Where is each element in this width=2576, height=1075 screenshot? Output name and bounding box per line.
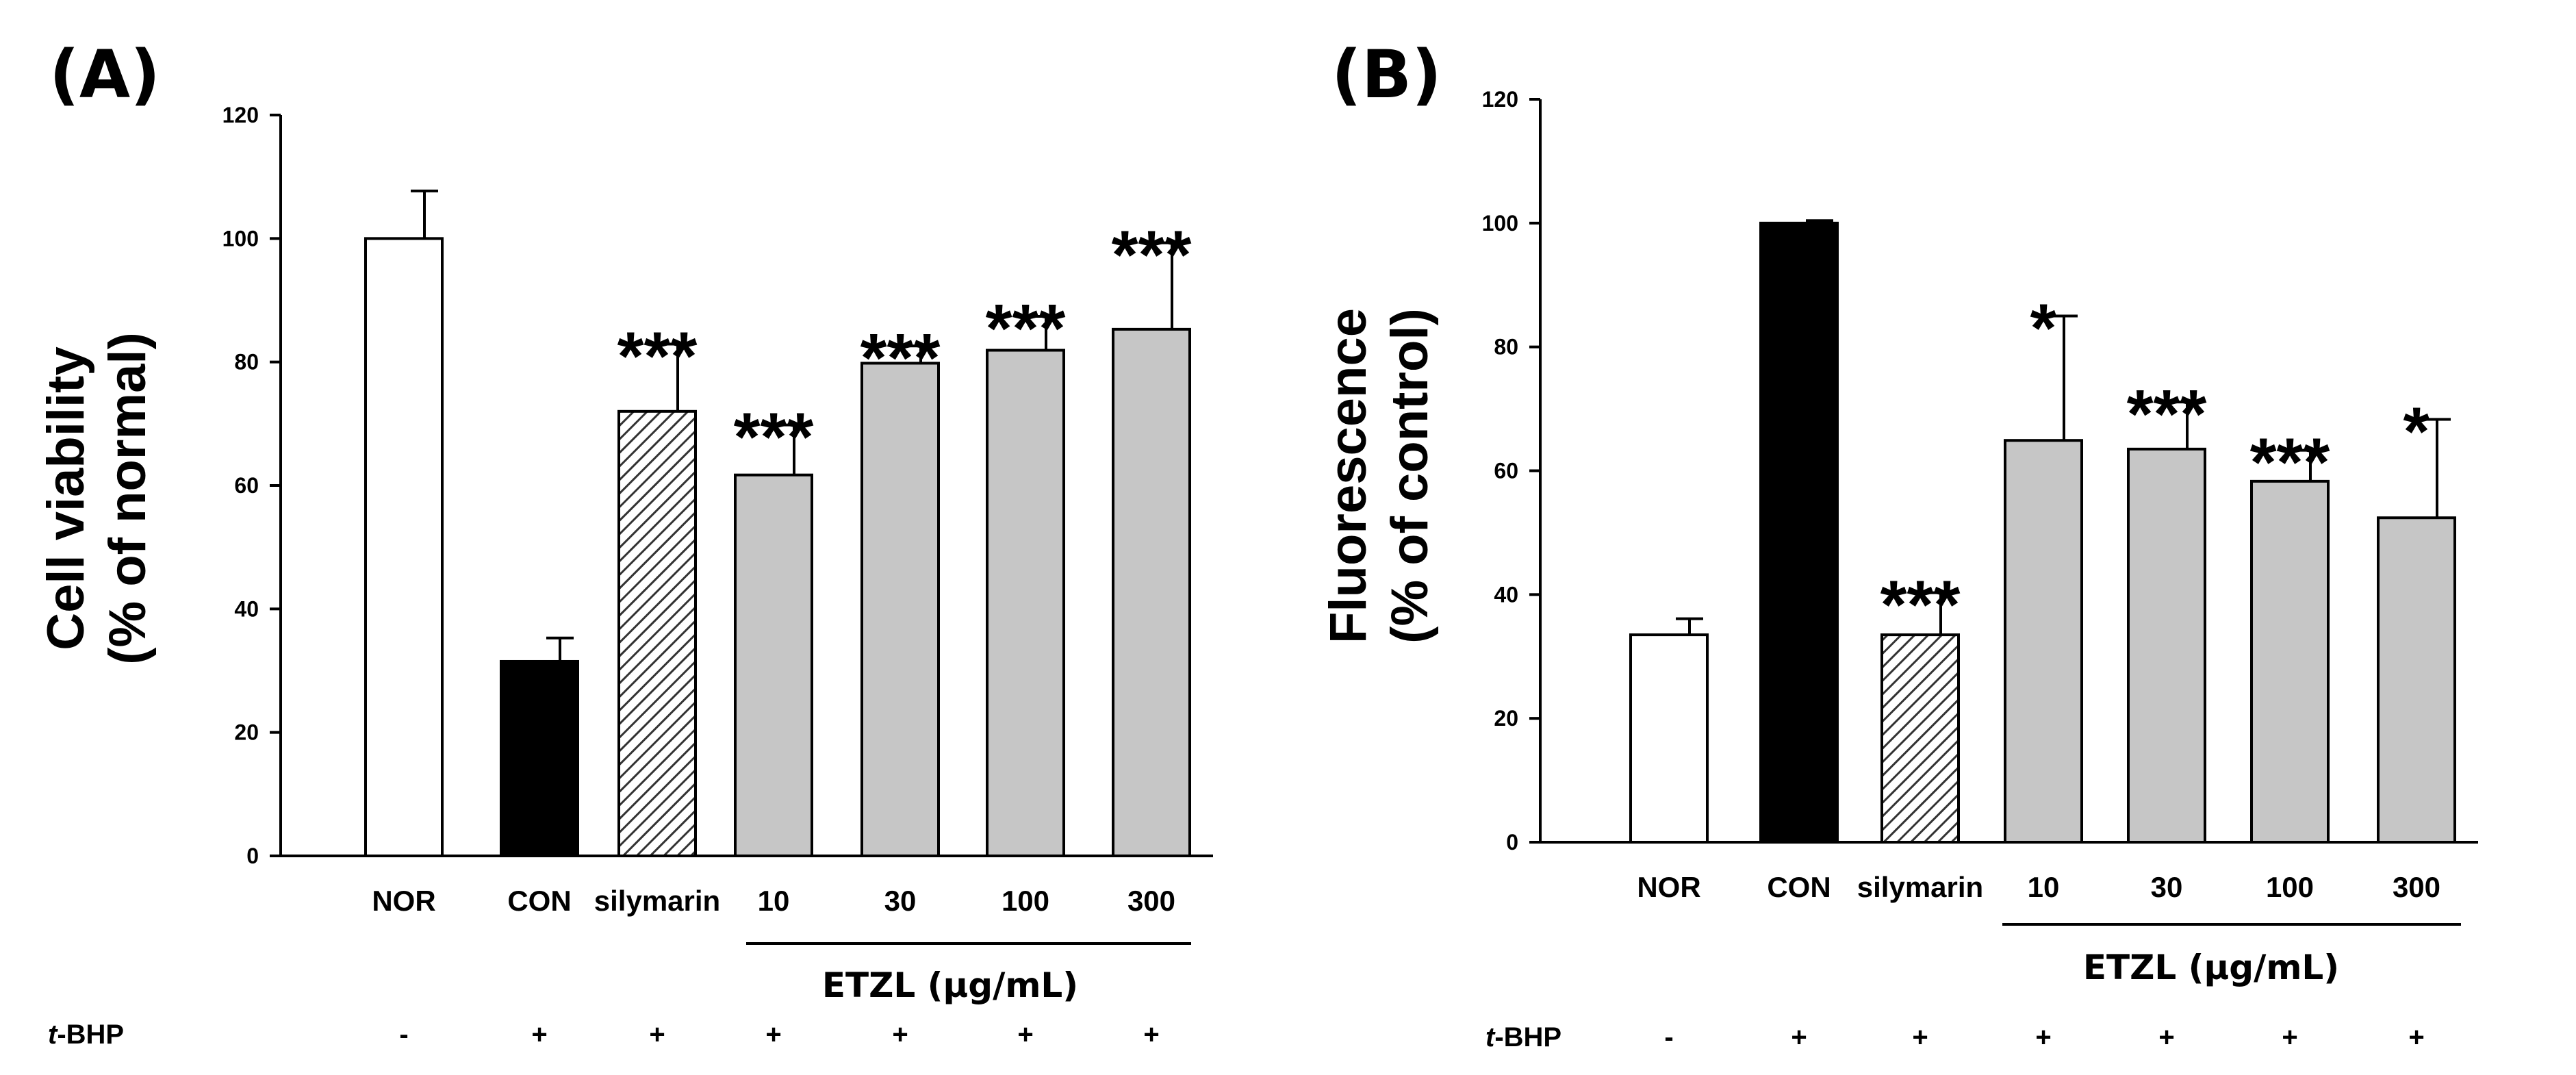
panel-b-category-label: 30 [2151,871,2183,903]
panel-a-significance: *** [860,320,941,396]
panel-a-group-label: ETZL (μg/mL) [822,965,1078,1005]
panel-b-label: (B) [1331,36,1442,113]
panel-b-ytick-label: 60 [1494,459,1518,483]
panel-b-ylabel-line1: Fluorescence [1319,308,1377,644]
panel-b-significance: * [2403,393,2430,470]
panel-a-significance: *** [734,399,814,476]
panel-b-significance: *** [2127,376,2207,453]
panel-a-treatments: - + + + + + + [399,1020,1159,1050]
panel-a-treatment-value: - [399,1020,408,1050]
panel-b-category-label: CON [1767,871,1831,903]
panel-b-treatment-value: - [1664,1022,1673,1052]
panel-a-ytick-label: 100 [222,226,259,251]
panel-b-category-label: 10 [2028,871,2060,903]
panel-a-bar-300 [1112,327,1191,857]
panel-b-category-label: silymarin [1857,871,1983,903]
panel-b-bars: ********** * [1629,219,2456,844]
panel-b-ytick-label: 40 [1494,582,1518,607]
panel-b-treatments: - + + + + + + [1664,1022,2424,1052]
panel-b-significance: * [2030,290,2057,366]
panel-b-category-label: NOR [1637,871,1700,903]
panel-b-significance: *** [1880,567,1961,644]
panel-a-ylabel-line2: (% of normal) [99,332,157,665]
panel-a-treatment-value: + [1143,1020,1159,1050]
panel-a-treatment-label: t-BHP [48,1020,124,1050]
panel-a-ytick-label: 20 [234,720,259,745]
panel-a-category-label: CON [507,885,571,917]
panel-b-treatment-value: + [2408,1022,2424,1052]
panel-a-bar-10 [734,473,813,857]
panel-b-ytick-label: 120 [1482,87,1518,112]
panel-a-ytick-label: 40 [234,596,259,621]
panel-b-treatment-value: + [1791,1022,1807,1052]
panel-a-significance: *** [617,318,698,395]
panel-a-bar-CON [500,659,579,857]
panel-b-treatment-value: + [1912,1022,1928,1052]
panel-a-treatment-value: + [765,1020,781,1050]
panel-a-category-label: 10 [758,885,790,917]
panel-a-treatment-value: + [531,1020,547,1050]
panel-a-category-label: silymarin [594,885,720,917]
panel-a-ytick-label: 60 [234,473,259,498]
panel-b-treatment-label: t-BHP [1485,1022,1561,1052]
panel-b-ytick-label: 20 [1494,706,1518,731]
panel-a-ytick-label: 0 [246,844,259,868]
panel-a-ytick-label: 80 [234,350,259,375]
panel-a-significance: *** [986,290,1066,367]
panel-a-ytick-label: 120 [222,103,259,127]
panel-b-bar-silymarin [1880,633,1960,844]
panel-a-chart: (A) Cell viability (% of normal) 0 20 40 60… [37,36,1213,1050]
panel-a-bar-silymarin [617,409,697,857]
panel-a-bar-100 [986,349,1065,858]
panel-a-bar-30 [860,362,940,857]
panel-a-label: (A) [49,36,160,113]
panel-b-category-label: 300 [2393,871,2440,903]
panel-b-group-label: ETZL (μg/mL) [2083,948,2339,987]
panel-a-category-label: 30 [884,885,917,917]
panel-b-ylabel-line2: (% of control) [1381,308,1439,644]
panel-a-ylabel-line1: Cell viability [37,346,95,650]
panel-b-ytick-label: 0 [1506,830,1518,855]
panel-b-treatment-value: + [2035,1022,2051,1052]
panel-b-bar-NOR [1629,633,1709,844]
panel-a-category-label: 300 [1127,885,1175,917]
panel-a-bars: *** *** *** *** *** [364,189,1192,858]
panel-a-category-label: 100 [1002,885,1049,917]
panel-b-bar-CON [1759,221,1839,844]
panel-b-treatment-value: + [2158,1022,2174,1052]
panel-b-categories: NOR CON silymarin 10 30 100 300 [1637,871,2440,903]
panel-a-bar-NOR [364,237,444,858]
panel-b-chart: (B) Fluorescence (% of control) 0 20 40 60 8… [1319,36,2478,1052]
panel-b-bar-100 [2250,479,2330,844]
panel-b-bar-300 [2377,516,2456,844]
panel-b-ytick-label: 80 [1494,335,1518,359]
panel-b-treatment-value: + [2282,1022,2297,1052]
panel-b-significance: *** [2250,425,2330,501]
panel-a-significance: *** [1112,217,1192,294]
panel-a-category-label: NOR [372,885,435,917]
panel-a-treatment-value: + [892,1020,908,1050]
panel-b-bar-10 [2004,439,2083,844]
panel-b-category-label: 100 [2266,871,2314,903]
panel-a-categories: NOR CON silymarin 10 30 100 300 [372,885,1175,917]
panel-b-bar-30 [2127,447,2206,844]
panel-a-treatment-value: + [1017,1020,1033,1050]
panel-a-treatment-value: + [649,1020,665,1050]
panel-b-ytick-label: 100 [1482,211,1518,236]
